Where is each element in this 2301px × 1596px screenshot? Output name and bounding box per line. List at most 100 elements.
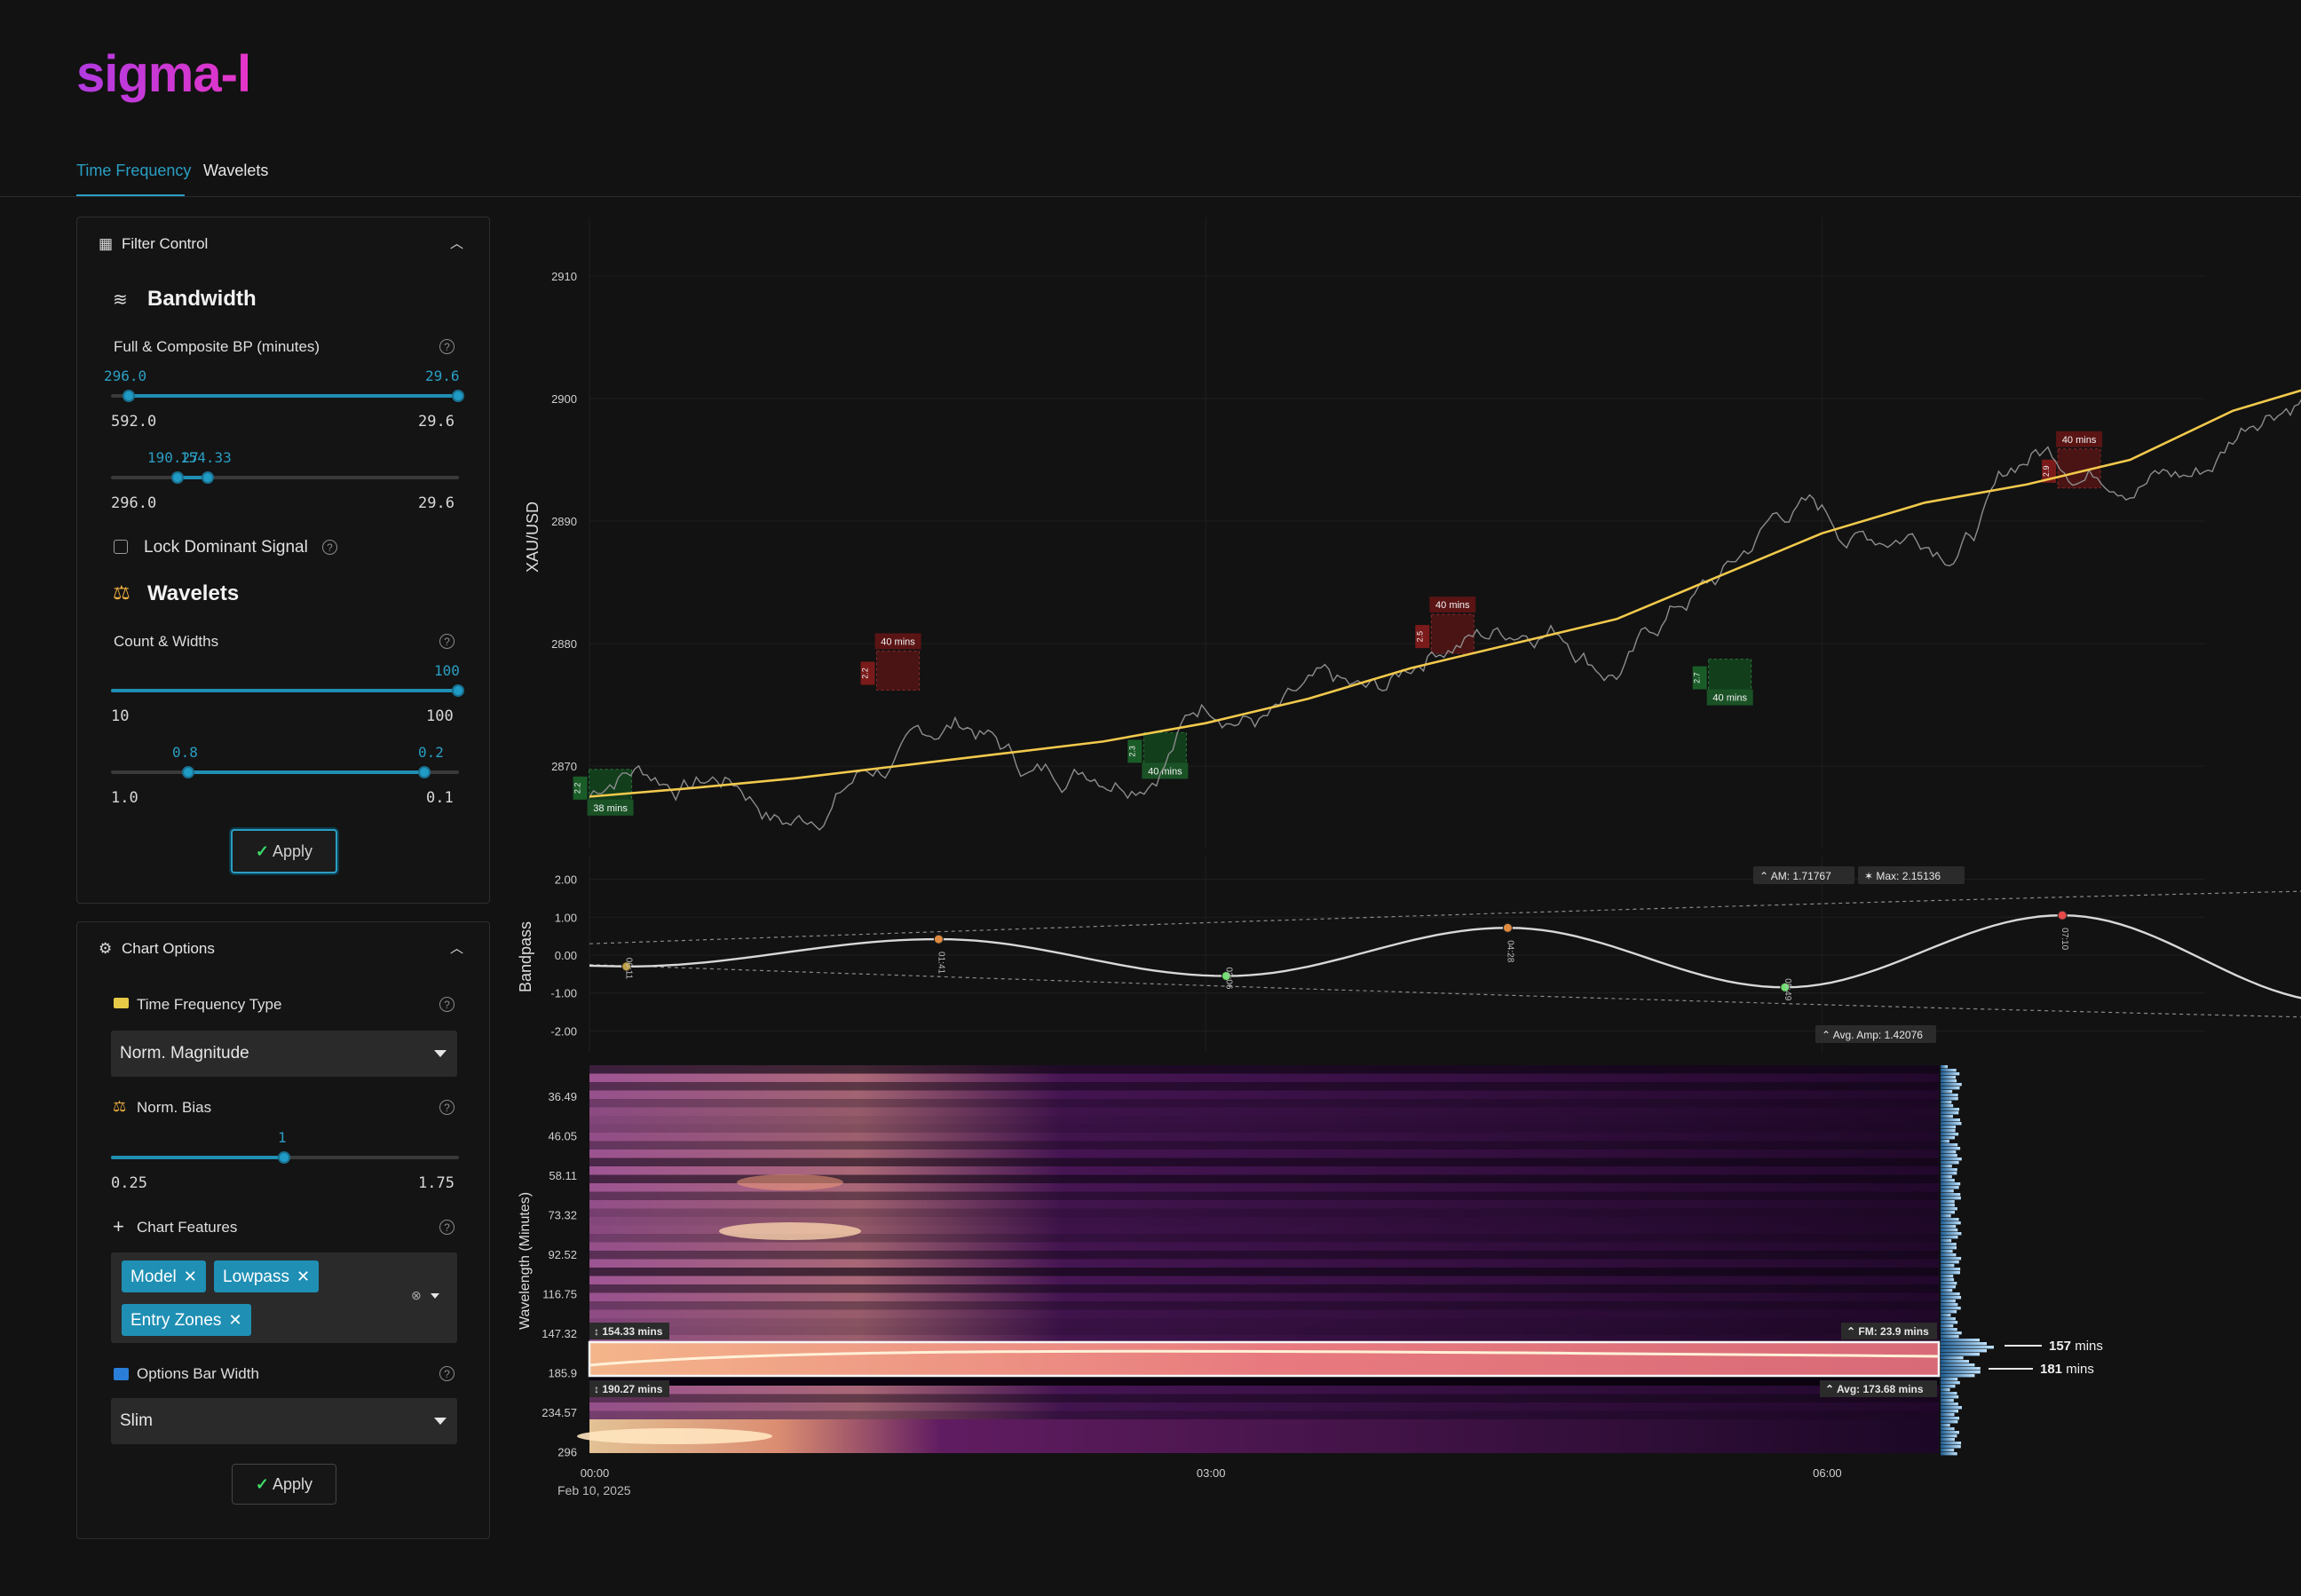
histogram-bar	[1941, 1385, 1956, 1388]
norm-bias-min: 0.25	[111, 1174, 147, 1192]
filter-control-title: Filter Control	[122, 235, 209, 252]
bandwidth-slider2-right-handle[interactable]	[202, 471, 214, 484]
heatmap-row	[589, 1090, 1939, 1099]
filter-apply-button[interactable]: ✓ Apply	[231, 829, 337, 873]
bandwidth-slider1-min: 592.0	[111, 413, 157, 431]
lock-dominant-checkbox[interactable]	[114, 540, 128, 554]
help-icon[interactable]: ?	[439, 1100, 455, 1115]
band-lower-label: ↕ 190.27 mins	[589, 1380, 669, 1397]
bar-icon	[114, 1368, 129, 1380]
histogram-bar	[1941, 1449, 1955, 1452]
chevron-down-icon[interactable]	[431, 1293, 439, 1299]
bandwidth-slider2-left-value: 190.27	[147, 449, 199, 466]
y-tick-label: 2880	[551, 637, 577, 651]
y-tick-label: 296	[557, 1446, 577, 1459]
heatmap-row	[589, 1183, 1939, 1192]
y-tick-label: 2.00	[555, 873, 577, 887]
histogram-bar	[1941, 1452, 1957, 1456]
bandwidth-slider1-left-handle[interactable]	[123, 390, 135, 402]
amplitude-envelope-bottom	[589, 964, 2301, 1018]
dominant-band-fill	[589, 1342, 1939, 1376]
histogram-bar	[1941, 1275, 1954, 1278]
tf-type-value: Norm. Magnitude	[120, 1044, 249, 1063]
plus-icon: +	[113, 1215, 124, 1237]
fm-annotation: ⌃ FM: 23.9 mins	[1841, 1323, 1937, 1339]
help-icon[interactable]: ?	[439, 1220, 455, 1235]
wavelets-width-left-handle[interactable]	[182, 766, 194, 778]
help-icon[interactable]: ?	[439, 1366, 455, 1381]
histogram-bar	[1941, 1079, 1957, 1083]
tab-divider	[0, 196, 2301, 197]
help-icon[interactable]: ?	[322, 540, 337, 555]
chevron-up-icon[interactable]: ︿	[450, 941, 464, 956]
zone-label: 38 mins	[593, 803, 628, 814]
histogram-bar	[1941, 1296, 1962, 1300]
remove-icon[interactable]: ✕	[183, 1268, 197, 1285]
active-tab-indicator	[76, 194, 185, 197]
feature-chip-entry-zones[interactable]: Entry Zones ✕	[122, 1304, 251, 1336]
chevron-up-icon[interactable]: ︿	[450, 236, 464, 251]
histogram-bar	[1941, 1346, 1994, 1349]
histogram-bar	[1941, 1250, 1953, 1253]
norm-bias-handle[interactable]	[278, 1151, 290, 1164]
histogram-bar	[1941, 1161, 1959, 1165]
bar-width-select[interactable]: Slim	[111, 1398, 457, 1444]
histogram-bar	[1941, 1310, 1957, 1314]
bandwidth-slider2-min: 296.0	[111, 494, 157, 512]
histogram-bar	[1941, 1431, 1959, 1434]
bandwidth-slider1-right-handle[interactable]	[452, 390, 464, 402]
heatmap-row	[589, 1301, 1939, 1310]
heatmap-row	[589, 1200, 1939, 1209]
wavelets-count-handle[interactable]	[452, 684, 464, 697]
tf-type-select[interactable]: Norm. Magnitude	[111, 1031, 457, 1077]
extrema-time-label: 01:41	[936, 952, 945, 974]
feature-chip-lowpass[interactable]: Lowpass ✕	[214, 1260, 320, 1292]
histogram-bar	[1941, 1353, 1980, 1356]
histogram-bar	[1941, 1410, 1959, 1413]
remove-icon[interactable]: ✕	[297, 1268, 311, 1285]
app-logo: sigma-l	[76, 45, 251, 103]
tab-wavelets[interactable]: Wavelets	[203, 162, 269, 179]
svg-text:↕ 190.27 mins: ↕ 190.27 mins	[594, 1383, 663, 1395]
wavelets-width-right-value: 0.2	[418, 744, 444, 761]
help-icon[interactable]: ?	[439, 634, 455, 649]
histogram-bar	[1941, 1289, 1953, 1292]
histogram-bar	[1941, 1214, 1951, 1218]
heatmap-row	[589, 1318, 1939, 1327]
check-icon: ✓	[255, 1475, 270, 1493]
date-label: Feb 10, 2025	[557, 1483, 631, 1497]
bandpass-panel: Bandpass 2.00 1.00 0.00 -1.00 -2.00 00:11 01:…	[517, 857, 2301, 1052]
clear-icon[interactable]: ⊗	[411, 1288, 422, 1302]
help-icon[interactable]: ?	[439, 997, 455, 1012]
histogram-bar	[1941, 1300, 1956, 1303]
selected-band-box	[588, 1340, 1941, 1378]
zone-label-bg	[1706, 689, 1753, 706]
chart-options-apply-button[interactable]: ✓ Apply	[232, 1464, 336, 1505]
bandwidth-slider1-right-value: 29.6	[425, 367, 460, 384]
feature-chip-label: Model	[130, 1268, 177, 1286]
histogram-bar	[1941, 1229, 1958, 1232]
heatmap-row	[589, 1217, 1939, 1226]
zone-strength: 2.2	[861, 668, 870, 679]
remove-icon[interactable]: ✕	[228, 1311, 242, 1329]
histogram-bar	[1941, 1150, 1957, 1154]
feature-chip-model[interactable]: Model ✕	[122, 1260, 206, 1292]
help-icon[interactable]: ?	[439, 339, 455, 354]
tf-type-label: Time Frequency Type	[137, 996, 282, 1013]
tab-time-frequency[interactable]: Time Frequency	[76, 162, 192, 179]
bandwidth-label: Full & Composite BP (minutes)	[114, 338, 320, 355]
histogram-bar	[1941, 1278, 1955, 1282]
bandwidth-slider2-track[interactable]	[111, 476, 459, 479]
bandwidth-slider2-left-handle[interactable]	[171, 471, 184, 484]
y-tick-label: 116.75	[542, 1288, 577, 1301]
zone-label: 40 mins	[881, 637, 915, 648]
histogram-bar	[1941, 1179, 1955, 1182]
histogram-bar	[1941, 1094, 1958, 1097]
histogram-bar	[1941, 1371, 1981, 1374]
svg-text:⌃ FM: 23.9 mins: ⌃ FM: 23.9 mins	[1846, 1325, 1929, 1338]
wavelets-width-right-handle[interactable]	[418, 766, 431, 778]
chart-features-multiselect[interactable]: Model ✕ Lowpass ✕ Entry Zones ✕ ⊗	[111, 1252, 457, 1343]
y-tick-label: -2.00	[550, 1024, 577, 1038]
extrema-time-label: 04:28	[1505, 940, 1514, 962]
